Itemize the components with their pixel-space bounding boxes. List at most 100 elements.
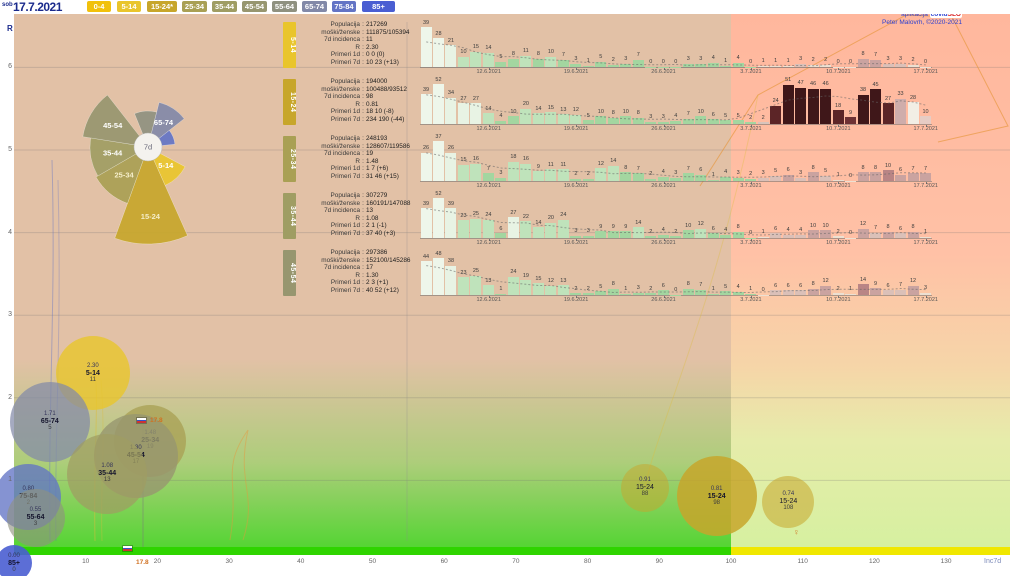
date-tick-label: 19.6.2021 [563, 297, 589, 303]
bar [482, 219, 494, 238]
bar [557, 169, 569, 181]
date-tick-mark [576, 239, 578, 241]
bar [470, 218, 482, 238]
bar [870, 89, 882, 124]
stat-line: 7d incidenca:13 [298, 207, 420, 215]
stat-colon: : [362, 28, 364, 36]
panel-tab-25-34[interactable]: 25-34 [283, 136, 296, 182]
bar [745, 237, 757, 238]
bar-value-label: 3 [799, 56, 803, 63]
age-filter-button-65-74[interactable]: 65-74 [302, 1, 327, 12]
bubble-15-24-ghost[interactable]: 0.74 15-24 108 [762, 475, 815, 528]
bar [420, 261, 432, 295]
stat-line: Primeri 7d:10 23 (+13) [298, 59, 420, 67]
bar-value-label: 16 [522, 156, 529, 163]
age-filter-button-75-84[interactable]: 75-84 [332, 1, 356, 12]
bar-value-label: 13 [560, 106, 567, 113]
bar [657, 121, 669, 124]
bar [507, 276, 519, 295]
age-filter-button-85plus[interactable]: 85+ [362, 1, 395, 12]
bar-value-label: 2 [649, 285, 653, 292]
panel-tab-45-54[interactable]: 45-54 [283, 250, 296, 296]
stat-label: moški/ženske [321, 256, 360, 264]
bar-value-label: 6 [899, 225, 903, 232]
bar-value-label: 52 [435, 190, 442, 197]
bar-value-label: 34 [447, 90, 455, 97]
bar-value-label: 14 [610, 158, 617, 165]
trend-line [426, 265, 926, 294]
age-filter-button-55-64[interactable]: 55-64 [272, 1, 297, 12]
bar-value-label: 2 [749, 171, 753, 178]
bar [657, 290, 669, 295]
bubble-group: 15-24 [779, 498, 798, 506]
stat-colon: : [362, 279, 364, 287]
bar [732, 62, 744, 67]
age-rose-chart: 65-74 5-14 15-24 25-34 35-44 45-54 7d [82, 94, 188, 245]
x-tick-label: 70 [512, 558, 520, 565]
bar-value-label: 3 [661, 114, 665, 121]
stat-value: 40 52 (+12) [366, 286, 399, 294]
bar-value-label: 16 [472, 156, 479, 163]
bar [770, 175, 782, 181]
bar-value-label: 1 [624, 286, 628, 292]
bar [457, 56, 469, 67]
panel-stats-25-34: Populacija:248193 moški/ženske:128607/119… [298, 135, 420, 181]
bubble-85plus[interactable]: 0.00 85+ 0 [0, 545, 32, 576]
bar-value-label: 44 [422, 253, 430, 260]
bar [745, 66, 757, 67]
bar [707, 293, 719, 295]
bar [632, 292, 644, 295]
stat-value: 1 7 (+6) [366, 165, 389, 173]
age-filter-button-25-34[interactable]: 25-34 [182, 1, 207, 12]
bar-value-label: 3 [649, 114, 653, 121]
x-tick-label: 110 [797, 558, 808, 565]
bar [882, 290, 894, 295]
bar [557, 114, 569, 124]
age-filter-button-0-4[interactable]: 0-4 [87, 1, 111, 12]
bar-value-label: 11 [523, 48, 529, 55]
bar-value-label: 7 [911, 165, 915, 172]
bar-value-label: 0 [649, 59, 653, 65]
bar [507, 217, 519, 238]
bar [907, 285, 919, 295]
rose-wedge-25-34 [95, 146, 149, 204]
bar [420, 27, 432, 67]
bar-value-label: 2 [824, 57, 828, 64]
bubble-15-24-ghost[interactable]: 0.91 15-24 88 [620, 463, 669, 512]
bar [595, 116, 607, 124]
bar-value-label: 39 [447, 200, 455, 207]
bubble-35-44[interactable]: 1.08 35-44 13 [67, 433, 148, 514]
bar [920, 292, 931, 295]
panel-tab-5-14[interactable]: 5-14 [283, 22, 296, 68]
stat-line: 7d incidenca:17 [298, 264, 420, 272]
panel-tab-15-24[interactable]: 15-24 [283, 79, 296, 125]
bubble-15-24[interactable]: 0.81 15-24 98 [676, 456, 757, 537]
stat-colon: : [362, 36, 364, 44]
bar [782, 174, 794, 181]
bar-value-label: 3 [674, 170, 678, 177]
bar-value-label: 9 [874, 280, 878, 287]
bar [607, 288, 619, 295]
bar-value-label: 1 [711, 172, 715, 178]
age-filter-button-35-44[interactable]: 35-44 [212, 1, 237, 12]
stat-line: Primeri 1d:1 7 (+6) [298, 165, 420, 173]
bubble-55-64[interactable]: 0.55 55-64 3 [6, 488, 65, 547]
stat-label: Populacija [330, 21, 361, 28]
bar [695, 289, 707, 295]
bar [445, 97, 457, 124]
bar-value-label: 0 [749, 230, 753, 236]
bar-value-label: 7 [874, 52, 878, 59]
panel-tab-35-44[interactable]: 35-44 [283, 193, 296, 239]
date-tick-label: 26.6.2021 [651, 297, 676, 303]
stat-label: 7d incidenca [324, 264, 360, 272]
stat-line: Populacija:307279 [298, 192, 420, 200]
flag-stripe [137, 419, 146, 422]
age-filter-button-5-14[interactable]: 5-14 [117, 1, 141, 12]
age-filter-button-45-54[interactable]: 45-54 [242, 1, 267, 12]
bar [545, 56, 557, 67]
bar-value-label: 2 [649, 228, 653, 235]
bar [532, 171, 544, 181]
bar-value-label: 14 [485, 105, 492, 112]
age-filter-button-15-24[interactable]: 15-24* [147, 1, 177, 12]
stat-label: Primeri 1d [330, 108, 360, 116]
